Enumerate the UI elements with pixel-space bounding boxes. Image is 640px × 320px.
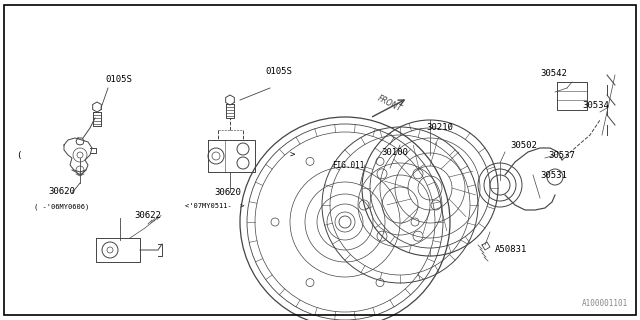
Text: A100001101: A100001101 [582, 299, 628, 308]
Text: A50831: A50831 [495, 245, 527, 254]
Text: 30502: 30502 [510, 141, 537, 150]
Text: 30620: 30620 [49, 187, 76, 196]
Text: 0105S: 0105S [105, 75, 132, 84]
Text: 30622: 30622 [134, 211, 161, 220]
Text: >: > [290, 151, 296, 160]
Text: FIG.011: FIG.011 [332, 161, 364, 170]
Text: FRONT: FRONT [376, 94, 403, 114]
Text: 30531: 30531 [540, 171, 567, 180]
Circle shape [339, 216, 351, 228]
Text: 30542: 30542 [540, 69, 567, 78]
Text: 30100: 30100 [381, 148, 408, 157]
Text: (: ( [16, 151, 21, 160]
Text: 30534: 30534 [582, 101, 609, 110]
Text: <'07MY0511-  >: <'07MY0511- > [185, 203, 244, 209]
Text: 30210: 30210 [427, 123, 453, 132]
Text: 30620: 30620 [214, 188, 241, 197]
Text: 30537: 30537 [548, 151, 575, 160]
Text: ( -'06MY0606): ( -'06MY0606) [35, 203, 90, 210]
Text: 0105S: 0105S [265, 67, 292, 76]
